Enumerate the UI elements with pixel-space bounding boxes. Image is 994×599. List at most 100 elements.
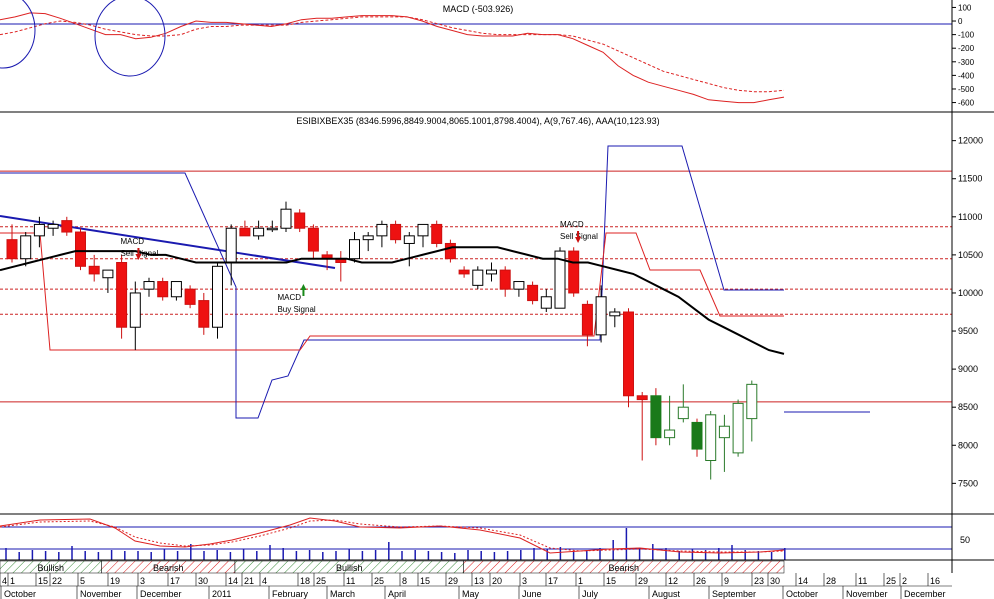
day-label: 25 [886,576,896,586]
day-label: 21 [244,576,254,586]
price-tick-label: 9000 [958,364,978,374]
oscillator-line [0,517,785,554]
candle-body [746,383,758,420]
candle [6,224,18,263]
candle [335,251,347,282]
candle-body [472,269,484,286]
candle-body [431,223,443,244]
day-label: 16 [930,576,940,586]
price-panel: ESIBIXBEX35 (8346.5996,8849.9004,8065.10… [0,116,983,488]
candle-body [280,208,292,229]
macd-line [0,12,785,104]
candle [198,292,210,335]
candle-body [458,269,470,275]
day-label: 8 [402,576,407,586]
candle [170,281,182,301]
candle [33,216,45,248]
annotation-text: Sell Signal [560,232,598,241]
month-label: December [140,589,182,599]
candle [581,300,593,347]
day-label: 5 [80,576,85,586]
candle [143,277,155,297]
regime-label: Bullish [38,563,65,573]
price-tick-label: 7500 [958,478,978,488]
candle-body [116,262,128,328]
candle [746,380,758,442]
month-label: August [652,589,681,599]
candle-body [732,402,744,454]
price-tick-label: 8000 [958,440,978,450]
candle-body [650,395,662,439]
candle [718,414,730,472]
month-label: 2011 [212,589,231,599]
day-label: 1 [578,576,583,586]
candle-body [294,212,306,229]
candle [88,254,100,282]
annotation-text: MACD [120,237,144,246]
macd-tick-label: -100 [958,31,975,40]
day-label: 30 [770,576,780,586]
day-label: 18 [300,576,310,586]
month-label: December [904,589,946,599]
upper-band [0,145,784,419]
candle [636,391,648,461]
day-label: 4 [2,576,7,586]
candle-body [623,311,634,397]
macd-tick-label: 100 [958,3,972,12]
day-label: 4 [262,576,267,586]
regime-label: Bearish [153,563,184,573]
candle [527,281,539,305]
candle [513,281,525,297]
day-label: 14 [798,576,808,586]
macd-tick-label: -500 [958,85,975,94]
day-label: 20 [492,576,502,586]
candle [732,399,744,457]
annotation-text: MACD [277,293,301,302]
candle-body [307,227,319,252]
day-label: 29 [448,576,458,586]
candle [595,285,607,343]
candle [239,220,251,237]
day-label: 22 [52,576,62,586]
day-label: 15 [420,576,430,586]
candle [431,220,443,248]
candle-body [677,406,689,420]
candle [403,232,415,267]
day-label: 3 [140,576,145,586]
macd-signal-annotation: MACD Sell Signal [120,237,158,260]
candle [376,220,388,248]
candle-body [47,223,59,229]
candle-body [486,269,497,275]
candle [568,247,580,297]
candle [157,277,169,301]
candle [499,266,511,297]
candle [362,232,374,252]
date-axis: 4 1 15 22 5 19 3 17 30 14 21 4 18 25 11 25 8 15 29 13 20 3 17 1… [0,573,952,599]
day-label: 3 [522,576,527,586]
price-tick-label: 8500 [958,402,978,412]
macd-signal-annotation: MACD Buy Signal [277,284,316,314]
candle [116,254,128,339]
candle [664,395,676,446]
price-tick-label: 9500 [958,326,978,336]
candle-body [6,239,18,260]
month-label: July [582,589,599,599]
candle-body [253,227,265,237]
candle-body [184,288,196,305]
macd-tick-label: -300 [958,58,975,67]
candle [253,220,265,240]
day-label: 17 [548,576,558,586]
candle-body [33,223,45,237]
day-label: 15 [38,576,48,586]
candle-body [225,227,237,264]
candle [472,266,484,290]
candle-body [102,269,114,279]
day-label: 19 [110,576,120,586]
macd-tick-label: -600 [958,99,975,108]
candle-body [527,284,539,302]
candle-body [61,220,73,233]
annotation-text: Buy Signal [277,305,315,314]
candle-body [75,231,86,267]
candle [184,285,196,309]
